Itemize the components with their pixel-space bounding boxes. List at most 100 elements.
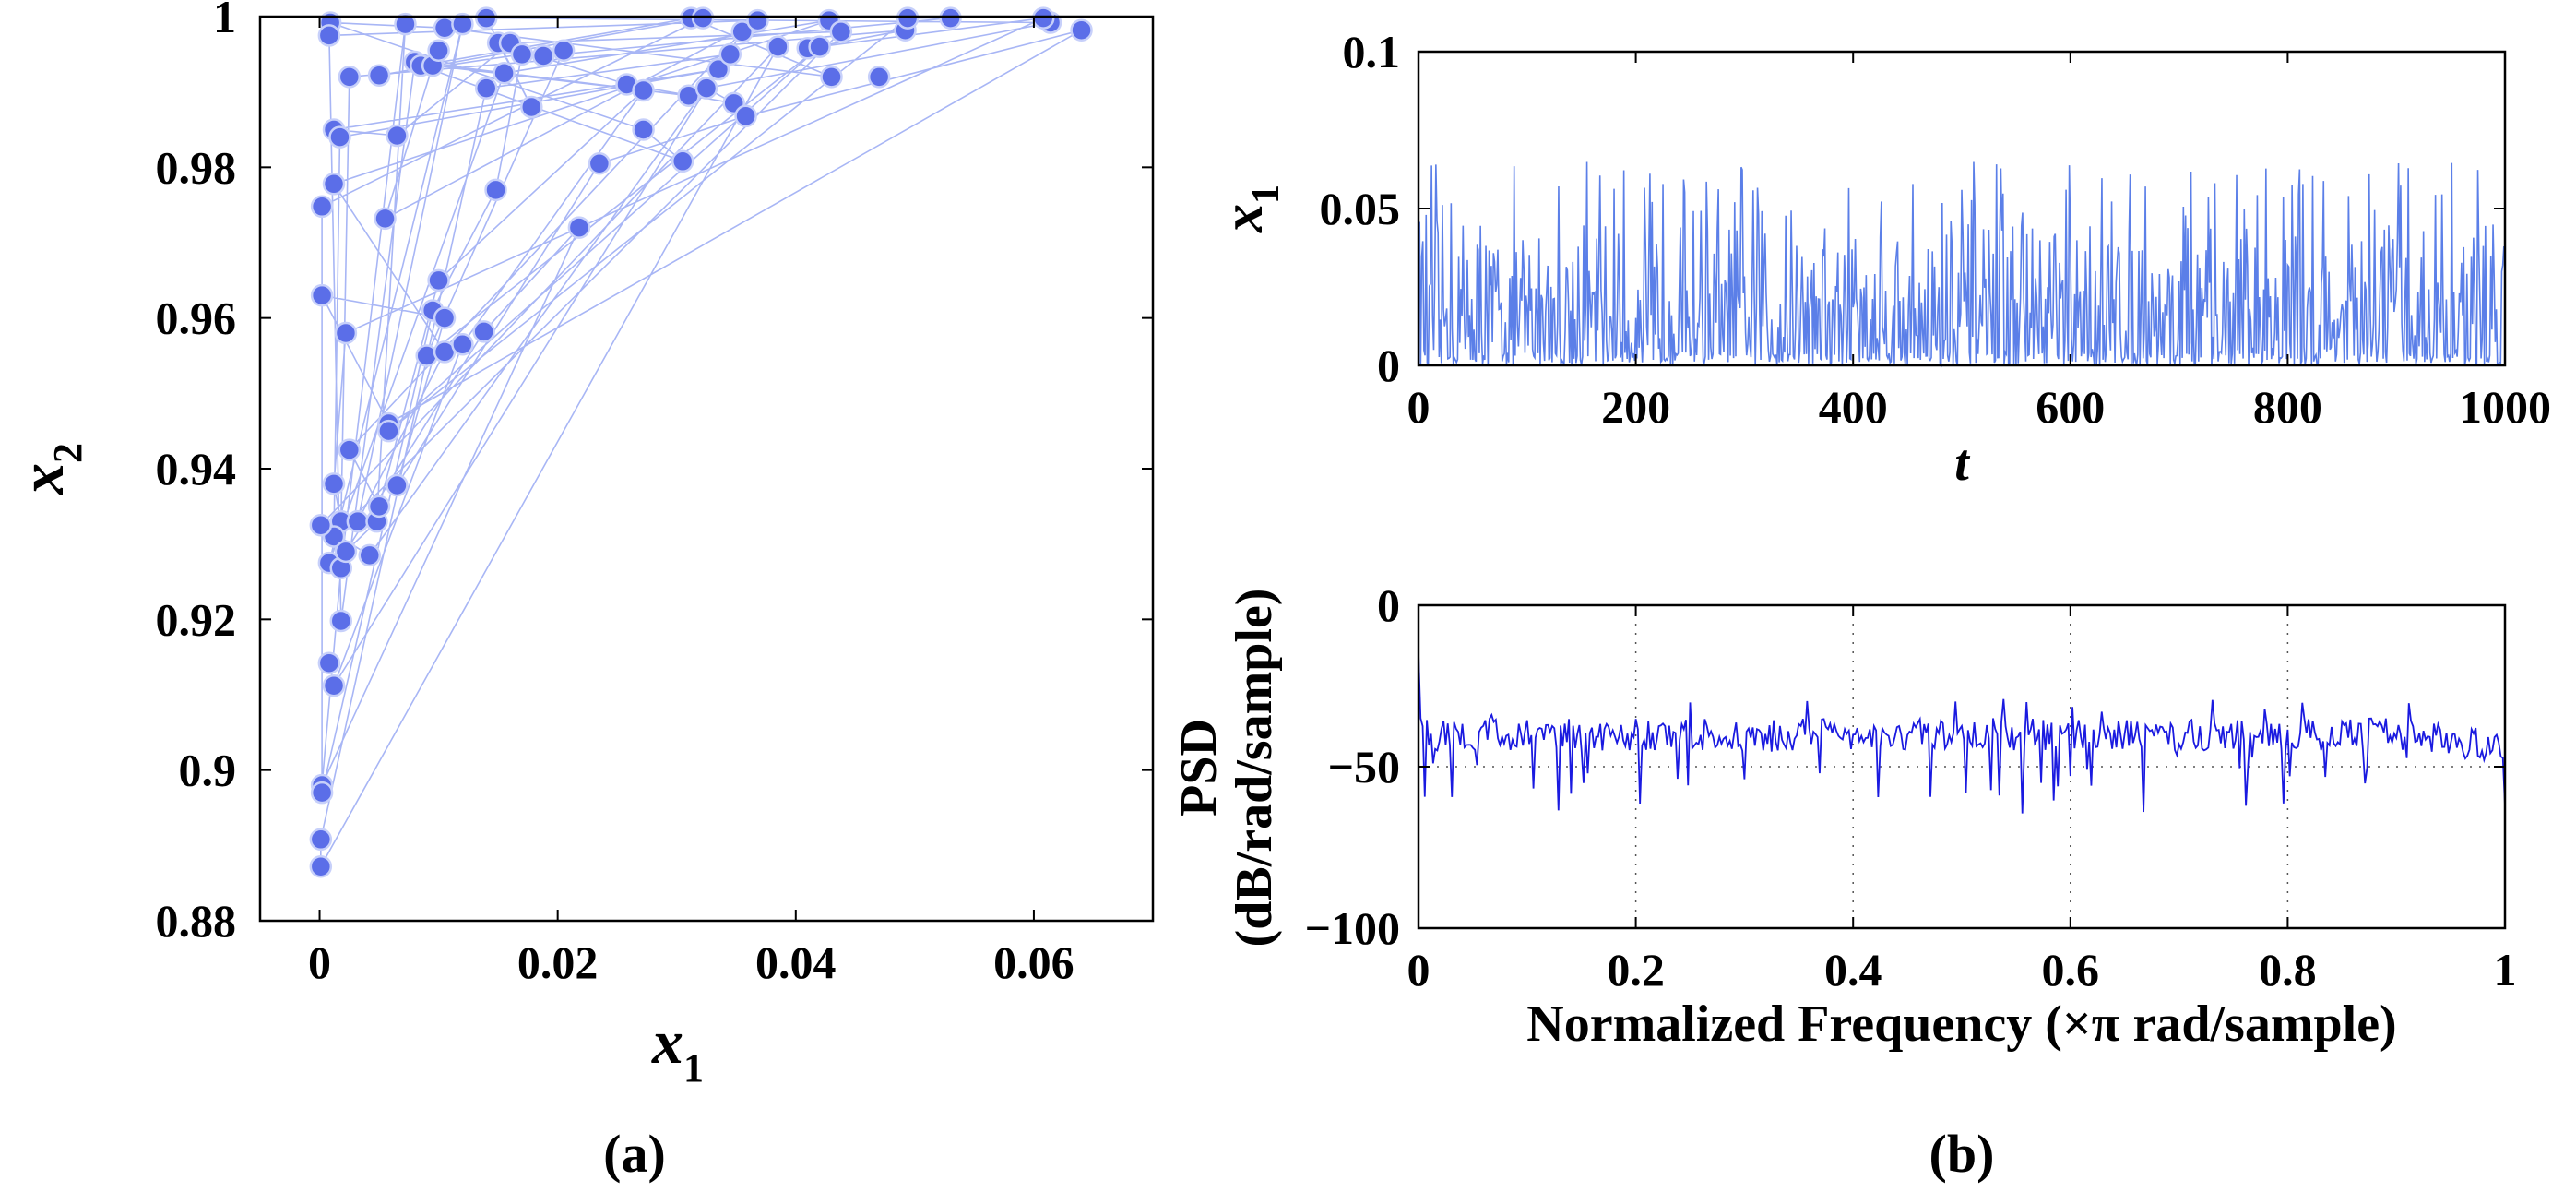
- x-tick-label: 1: [2494, 944, 2517, 995]
- data-point: [386, 124, 409, 148]
- data-point: [433, 306, 457, 329]
- data-point: [706, 57, 730, 81]
- data-point: [322, 472, 346, 495]
- data-point: [367, 495, 391, 519]
- data-point: [1070, 18, 1093, 42]
- data-point: [694, 77, 718, 100]
- data-point: [334, 540, 358, 564]
- data-point: [531, 44, 555, 67]
- y-tick-label: −50: [1328, 741, 1401, 793]
- x-tick-label: 0.4: [1824, 944, 1882, 995]
- x-axis-label: Normalized Frequency (×π rad/sample): [1526, 995, 2396, 1053]
- data-point: [309, 514, 333, 537]
- y-tick-label: 0.88: [156, 895, 237, 947]
- data-point: [472, 320, 495, 343]
- panel-a-scatter-plot: 0 0.02 0.04 0.06 0.88 0.9 0.92 0.94 0.96 0.98 1 x…: [6, 0, 1155, 1184]
- data-point: [374, 207, 397, 231]
- data-point: [808, 35, 831, 58]
- caption-b: (b): [1929, 1124, 1995, 1184]
- y-tick-label: 0: [1377, 340, 1400, 391]
- y-axis-label-line2: (dB/rad/sample): [1226, 589, 1283, 948]
- data-point: [671, 149, 694, 173]
- data-point: [474, 77, 498, 100]
- data-point: [317, 651, 341, 674]
- plot-area-frame: [258, 15, 1155, 923]
- y-axis-ticks: 0 0.05 0.1: [1320, 26, 2505, 391]
- data-point: [734, 104, 757, 128]
- x-axis-label: x1: [651, 1007, 704, 1091]
- y-tick-label: −100: [1305, 902, 1401, 954]
- psd-line: [1418, 653, 2506, 814]
- data-point: [310, 195, 334, 219]
- y-tick-label: 0.98: [156, 141, 237, 193]
- data-point: [632, 78, 655, 102]
- x-tick-label: 0.6: [2042, 944, 2100, 995]
- y-tick-label: 0.94: [156, 443, 237, 495]
- y-tick-label: 0.96: [156, 292, 237, 344]
- caption-a: (a): [603, 1124, 666, 1184]
- data-point: [427, 268, 450, 292]
- data-point: [484, 178, 507, 202]
- data-point: [329, 609, 353, 633]
- data-point: [317, 24, 341, 47]
- x-axis-ticks: 0 0.02 0.04 0.06: [308, 17, 1074, 988]
- data-point: [1032, 6, 1055, 30]
- data-point: [730, 20, 754, 43]
- data-point: [394, 12, 417, 36]
- y-axis-label: x1: [1212, 185, 1288, 233]
- x-axis-ticks: 0 0.2 0.4 0.6 0.8 1: [1407, 605, 2517, 995]
- data-point: [896, 6, 920, 30]
- y-tick-label: 0: [1377, 579, 1400, 631]
- data-point: [451, 12, 474, 36]
- data-point: [829, 20, 853, 43]
- data-point: [386, 473, 409, 497]
- data-point: [939, 6, 962, 30]
- data-point: [867, 66, 891, 89]
- data-point: [510, 42, 534, 66]
- grid-lines: [1419, 605, 2505, 928]
- y-axis-ticks: 0.88 0.9 0.92 0.94 0.96 0.98 1: [156, 0, 1153, 947]
- data-point: [427, 39, 450, 62]
- connecting-lines: [320, 17, 1082, 867]
- x-tick-label: 0: [1407, 381, 1430, 433]
- y-tick-label: 1: [213, 0, 236, 42]
- panel-b-bottom-psd-plot: 0 0.2 0.4 0.6 0.8 1 −100 −50 0 Normalized Frequ…: [1170, 579, 2517, 1184]
- data-point: [520, 95, 543, 119]
- data-point: [310, 283, 334, 307]
- x-tick-label: 0: [308, 936, 331, 988]
- data-point: [567, 216, 591, 239]
- data-point: [746, 8, 769, 32]
- data-point: [309, 828, 333, 852]
- trajectory-lines: [320, 17, 1082, 867]
- panel-b-top-time-series: 0 200 400 600 800 1000 0 0.05 0.1 t x1: [1212, 26, 2551, 492]
- y-tick-label: 0.05: [1320, 183, 1401, 234]
- x-tick-label: 1000: [2459, 381, 2551, 433]
- data-point: [334, 321, 358, 345]
- x-tick-label: 400: [1819, 381, 1888, 433]
- data-point: [766, 35, 789, 58]
- x-axis-ticks: 0 200 400 600 800 1000: [1407, 52, 2551, 433]
- data-point: [377, 419, 400, 443]
- data-point: [474, 6, 498, 30]
- data-point: [322, 673, 346, 697]
- x1-time-series-line: [1418, 161, 2505, 368]
- y-tick-label: 0.1: [1343, 26, 1401, 77]
- data-point: [338, 66, 362, 89]
- y-axis-label: x2: [6, 443, 90, 495]
- data-point: [820, 66, 843, 89]
- data-point: [718, 42, 742, 66]
- data-point: [588, 152, 611, 175]
- data-point: [328, 125, 351, 149]
- data-point: [322, 173, 346, 196]
- data-point: [338, 438, 362, 461]
- y-axis-label-line1: PSD: [1170, 719, 1228, 817]
- data-point: [632, 118, 655, 141]
- y-axis-ticks: −100 −50 0: [1305, 579, 2505, 954]
- x-tick-label: 0.8: [2259, 944, 2317, 995]
- x-tick-label: 0: [1407, 944, 1430, 995]
- data-point: [309, 854, 333, 878]
- data-point: [451, 333, 474, 356]
- x-tick-label: 0.06: [993, 936, 1074, 988]
- data-point: [691, 6, 715, 30]
- data-point: [367, 64, 391, 87]
